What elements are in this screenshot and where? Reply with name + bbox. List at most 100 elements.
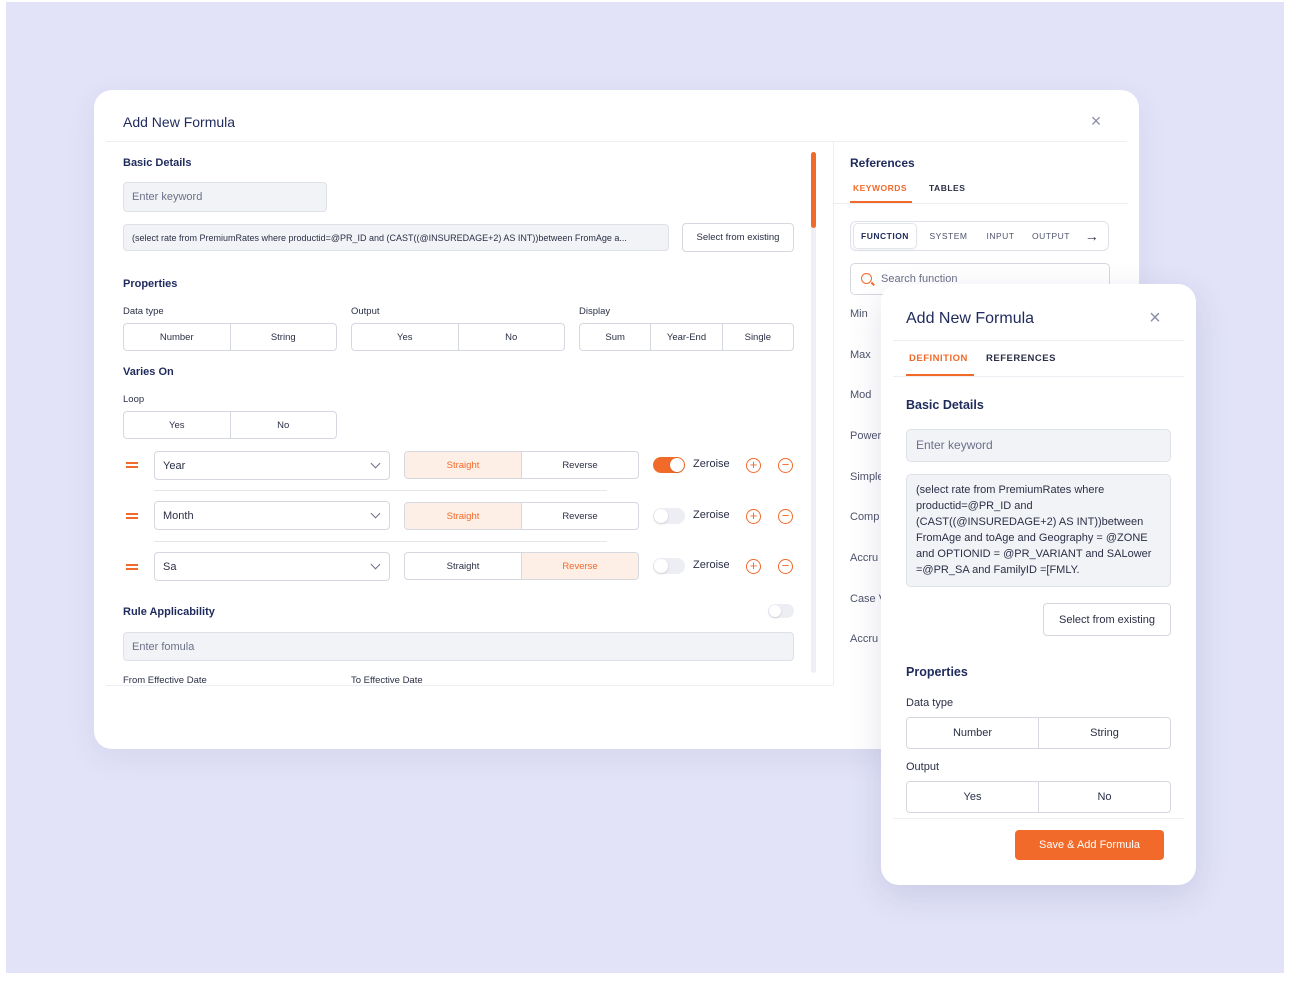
drag-handle-icon[interactable]: [126, 462, 138, 468]
category-output[interactable]: OUTPUT: [1032, 231, 1070, 241]
display-segmented: Sum Year-End Single: [579, 323, 794, 351]
display-year-end[interactable]: Year-End: [651, 324, 723, 350]
data-type-label: Data type: [906, 697, 954, 709]
output-yes[interactable]: Yes: [352, 324, 459, 350]
arrow-right-icon[interactable]: →: [1084, 228, 1100, 244]
direction-reverse[interactable]: Reverse: [562, 459, 598, 471]
zeroise-toggle[interactable]: [653, 558, 685, 574]
plus-circle-icon[interactable]: +: [746, 458, 761, 473]
toggle-knob: [769, 605, 781, 617]
variable-select[interactable]: Sa: [154, 552, 390, 581]
output-segmented: Yes No: [906, 781, 1171, 813]
definition-column: Basic Details Enter keyword (select rate…: [94, 142, 833, 685]
plus-circle-icon[interactable]: +: [746, 509, 761, 524]
data-type-number[interactable]: Number: [124, 324, 231, 350]
function-item[interactable]: Power: [850, 430, 882, 442]
minus-circle-icon[interactable]: −: [778, 509, 793, 524]
rule-applicability-toggle[interactable]: [768, 604, 794, 618]
direction-reverse[interactable]: Reverse: [562, 510, 598, 522]
scrollbar-track[interactable]: [811, 152, 816, 673]
variable-select-value: Year: [163, 459, 186, 472]
direction-straight[interactable]: Straight: [405, 452, 522, 478]
from-effective-date-label: From Effective Date: [123, 675, 207, 685]
formula-line: productid=@PR_ID and: [916, 500, 1033, 512]
minus-circle-icon[interactable]: −: [778, 458, 793, 473]
drag-handle-icon[interactable]: [126, 564, 138, 570]
loop-no[interactable]: No: [277, 419, 290, 431]
tab-definition[interactable]: DEFINITION: [909, 353, 968, 364]
zeroise-label: Zeroise: [693, 509, 730, 521]
select-from-existing-button[interactable]: Select from existing: [682, 223, 794, 252]
to-effective-date-label: To Effective Date: [351, 675, 423, 685]
category-system[interactable]: SYSTEM: [929, 231, 968, 241]
direction-segmented: Straight Reverse: [404, 502, 639, 530]
variable-select[interactable]: Month: [154, 501, 390, 530]
keyword-input[interactable]: Enter keyword: [123, 182, 327, 212]
loop-yes[interactable]: Yes: [124, 412, 231, 438]
keyword-input[interactable]: Enter keyword: [906, 429, 1171, 462]
drag-handle-icon[interactable]: [126, 513, 138, 519]
modal-title: Add New Formula: [123, 114, 236, 130]
tabs-divider: [893, 376, 1184, 377]
function-item[interactable]: Accru: [850, 552, 879, 564]
rule-formula-input[interactable]: Enter fomula: [123, 632, 794, 661]
row-divider: [154, 541, 607, 542]
rule-applicability-heading: Rule Applicability: [123, 606, 215, 618]
category-function[interactable]: FUNCTION: [853, 223, 917, 249]
close-icon[interactable]: ×: [1149, 307, 1161, 329]
zeroise-toggle[interactable]: [653, 508, 685, 524]
data-type-label: Data type: [123, 306, 164, 317]
variable-select-value: Month: [163, 509, 194, 522]
zeroise-toggle[interactable]: [653, 457, 685, 473]
category-input[interactable]: INPUT: [986, 231, 1015, 241]
variable-select[interactable]: Year: [154, 451, 390, 480]
header-divider: [106, 141, 1127, 142]
tab-tables[interactable]: TABLES: [929, 183, 966, 193]
output-yes[interactable]: Yes: [907, 782, 1039, 812]
direction-straight[interactable]: Straight: [405, 503, 522, 529]
varies-on-heading: Varies On: [123, 366, 174, 378]
function-item[interactable]: Mod: [850, 389, 872, 401]
tab-references[interactable]: REFERENCES: [986, 353, 1056, 364]
display-sum[interactable]: Sum: [580, 324, 652, 350]
tabs-divider: [834, 203, 1128, 204]
keyword-placeholder: Enter keyword: [916, 438, 993, 452]
save-and-add-formula-button[interactable]: Save & Add Formula: [1015, 830, 1164, 860]
function-item[interactable]: Case V: [850, 593, 887, 605]
zeroise-label: Zeroise: [693, 458, 730, 470]
data-type-segmented: Number String: [906, 717, 1171, 749]
formula-input[interactable]: (select rate from PremiumRates where pro…: [123, 224, 669, 251]
select-from-existing-button[interactable]: Select from existing: [1043, 603, 1171, 636]
column-divider: [833, 142, 834, 685]
output-no[interactable]: No: [505, 331, 518, 343]
data-type-string[interactable]: String: [1090, 727, 1119, 739]
function-item[interactable]: Comp: [850, 511, 880, 523]
function-item[interactable]: Max: [850, 349, 871, 361]
close-icon[interactable]: ×: [1090, 111, 1102, 131]
data-type-number[interactable]: Number: [907, 718, 1039, 748]
footer-divider: [106, 685, 833, 686]
direction-reverse[interactable]: Reverse: [522, 553, 638, 579]
references-heading: References: [850, 156, 915, 170]
formula-line: (CAST((@INSUREDAGE+2) AS INT))between: [916, 516, 1144, 528]
minus-circle-icon[interactable]: −: [778, 559, 793, 574]
function-item[interactable]: Simple: [850, 471, 884, 483]
basic-details-heading: Basic Details: [906, 398, 984, 412]
output-no[interactable]: No: [1097, 791, 1112, 803]
category-bar: FUNCTION SYSTEM INPUT OUTPUT →: [850, 221, 1109, 251]
function-item[interactable]: Accru: [850, 633, 879, 645]
plus-circle-icon[interactable]: +: [746, 559, 761, 574]
zeroise-label: Zeroise: [693, 559, 730, 571]
chevron-down-icon: [370, 458, 381, 469]
scrollbar-thumb[interactable]: [811, 152, 816, 228]
header-divider: [893, 340, 1184, 341]
direction-segmented: Straight Reverse: [404, 451, 639, 479]
function-item[interactable]: Min: [850, 308, 868, 320]
tab-keywords[interactable]: KEYWORDS: [853, 183, 908, 193]
display-single[interactable]: Single: [744, 331, 772, 343]
direction-straight[interactable]: Straight: [405, 553, 522, 579]
output-segmented: Yes No: [351, 323, 565, 351]
toggle-knob: [670, 458, 684, 472]
data-type-string[interactable]: String: [270, 331, 296, 343]
formula-textarea[interactable]: (select rate from PremiumRates where pro…: [906, 474, 1171, 587]
